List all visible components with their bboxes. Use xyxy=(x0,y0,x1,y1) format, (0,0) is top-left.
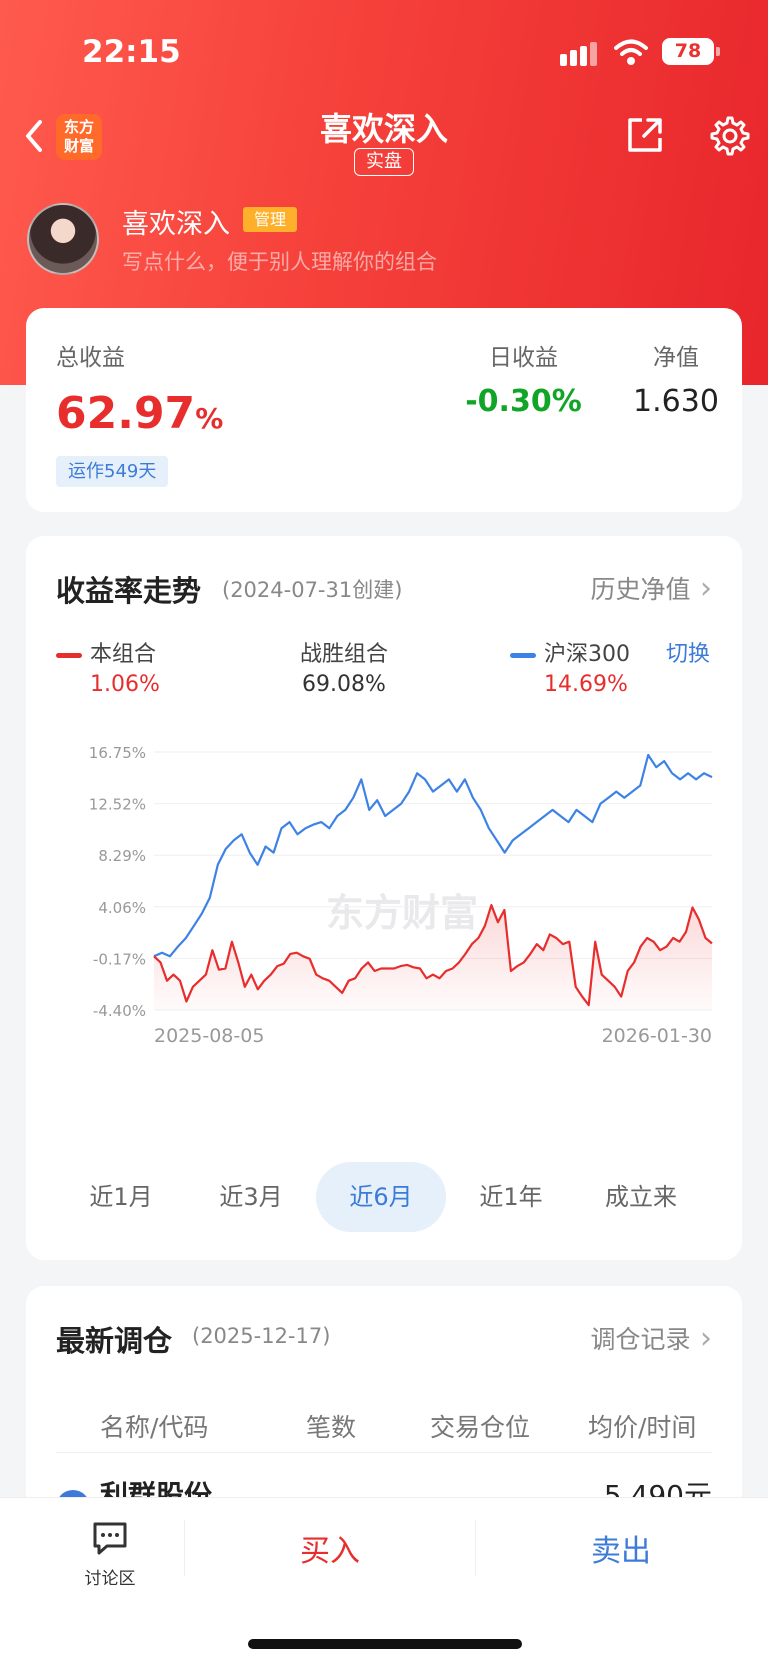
separator xyxy=(184,1520,185,1576)
chat-bubble-icon xyxy=(93,1522,127,1555)
y-tick-label: 4.06% xyxy=(98,899,146,917)
total-return-label: 总收益 xyxy=(56,345,125,371)
legend-csi300: 沪深300 xyxy=(510,636,630,668)
col-position: 交易仓位 xyxy=(430,1413,531,1442)
period-tabs: 近1月 近3月 近6月 近1年 成立来 xyxy=(56,1162,716,1232)
nav-label: 净值 xyxy=(653,345,699,371)
admin-badge: 管理 xyxy=(243,207,297,232)
home-indicator xyxy=(248,1639,522,1649)
switch-benchmark-button[interactable]: 切换 xyxy=(666,642,711,667)
return-chart[interactable]: 东方财富 16.75% 12.52% 8.29% 4.06% -0.17% -4.40% 2… xyxy=(26,736,742,1096)
tab-1-month[interactable]: 近1月 xyxy=(89,1183,153,1211)
portfolio-line xyxy=(153,904,713,1007)
tab-since-inception[interactable]: 成立来 xyxy=(605,1183,677,1211)
status-bar: 22:15 78 xyxy=(0,34,768,74)
sell-button[interactable]: 卖出 xyxy=(591,1534,651,1569)
wifi-icon xyxy=(614,39,648,65)
bottom-action-bar: 讨论区 买入 卖出 xyxy=(0,1497,768,1663)
portfolio-area xyxy=(154,905,712,1010)
running-days-badge: 运作549天 xyxy=(56,456,169,487)
discussion-label: 讨论区 xyxy=(84,1569,136,1589)
daily-return-value: -0.30% xyxy=(465,384,582,419)
back-icon[interactable] xyxy=(20,116,50,156)
avatar[interactable] xyxy=(27,203,99,275)
clock: 22:15 xyxy=(82,34,181,70)
trend-title: 收益率走势 xyxy=(56,574,202,608)
y-tick-label: 8.29% xyxy=(98,847,146,865)
owner-name: 喜欢深入 xyxy=(122,209,230,240)
legend-beat-rate-value: 69.08% xyxy=(302,672,386,697)
created-date: (2024-07-31创建) xyxy=(222,578,403,602)
legend-portfolio-swatch xyxy=(56,652,82,658)
x-tick-label: 2026-01-30 xyxy=(602,1025,712,1047)
legend-csi300-value: 14.69% xyxy=(544,672,628,697)
csi300-line xyxy=(153,753,713,958)
legend-beat-rate: 战胜组合 xyxy=(300,642,389,667)
page-title: 喜欢深入 xyxy=(319,110,448,148)
battery-icon: 78 xyxy=(662,38,720,65)
nav-bar: 东方 财富 喜欢深入 实盘 xyxy=(0,100,768,180)
legend-portfolio: 本组合 xyxy=(56,636,156,668)
nav-value: 1.630 xyxy=(633,384,719,419)
settings-gear-icon[interactable] xyxy=(706,114,750,158)
tab-1-year[interactable]: 近1年 xyxy=(479,1183,543,1211)
rebalance-card: 最新调仓 (2025-12-17) 调仓记录 名称/代码 笔数 交易仓位 均价/… xyxy=(26,1286,742,1526)
legend-portfolio-value: 1.06% xyxy=(90,672,160,697)
y-tick-label: -0.17% xyxy=(93,950,146,968)
summary-card: 总收益 62.97% 日收益 -0.30% 净值 1.630 运作549天 xyxy=(26,308,742,512)
share-icon[interactable] xyxy=(624,114,666,156)
col-price-time: 均价/时间 xyxy=(588,1413,697,1442)
real-account-badge: 实盘 xyxy=(354,148,414,176)
divider xyxy=(56,1452,712,1453)
app-logo: 东方 财富 xyxy=(56,114,102,160)
portfolio-description[interactable]: 写点什么，便于别人理解你的组合 xyxy=(122,250,437,274)
buy-button[interactable]: 买入 xyxy=(300,1534,360,1569)
x-tick-label: 2025-08-05 xyxy=(154,1025,264,1047)
y-tick-label: 12.52% xyxy=(89,796,146,814)
daily-return-label: 日收益 xyxy=(489,345,558,371)
legend-csi300-swatch xyxy=(510,652,536,658)
tab-3-months[interactable]: 近3月 xyxy=(219,1183,283,1211)
history-nav-link[interactable]: 历史净值 xyxy=(590,570,712,606)
signal-icon xyxy=(560,42,598,68)
portfolio-owner: 喜欢深入 管理 写点什么，便于别人理解你的组合 xyxy=(0,200,768,280)
col-name-code: 名称/代码 xyxy=(100,1413,209,1442)
y-tick-label: -4.40% xyxy=(93,1002,146,1020)
rebalance-records-link[interactable]: 调仓记录 xyxy=(590,1320,712,1356)
return-trend-card: 收益率走势 (2024-07-31创建) 历史净值 本组合 1.06% 战胜组合… xyxy=(26,536,742,1260)
separator xyxy=(475,1520,476,1576)
y-tick-label: 16.75% xyxy=(89,744,146,762)
rebalance-date: (2025-12-17) xyxy=(192,1324,331,1348)
total-return-value: 62.97% xyxy=(56,388,224,439)
tab-6-months[interactable]: 近6月 xyxy=(316,1162,446,1232)
discussion-button[interactable]: 讨论区 xyxy=(60,1520,160,1589)
watermark: 东方财富 xyxy=(326,891,478,935)
col-trades: 笔数 xyxy=(306,1413,357,1442)
rebalance-title: 最新调仓 xyxy=(56,1324,173,1358)
